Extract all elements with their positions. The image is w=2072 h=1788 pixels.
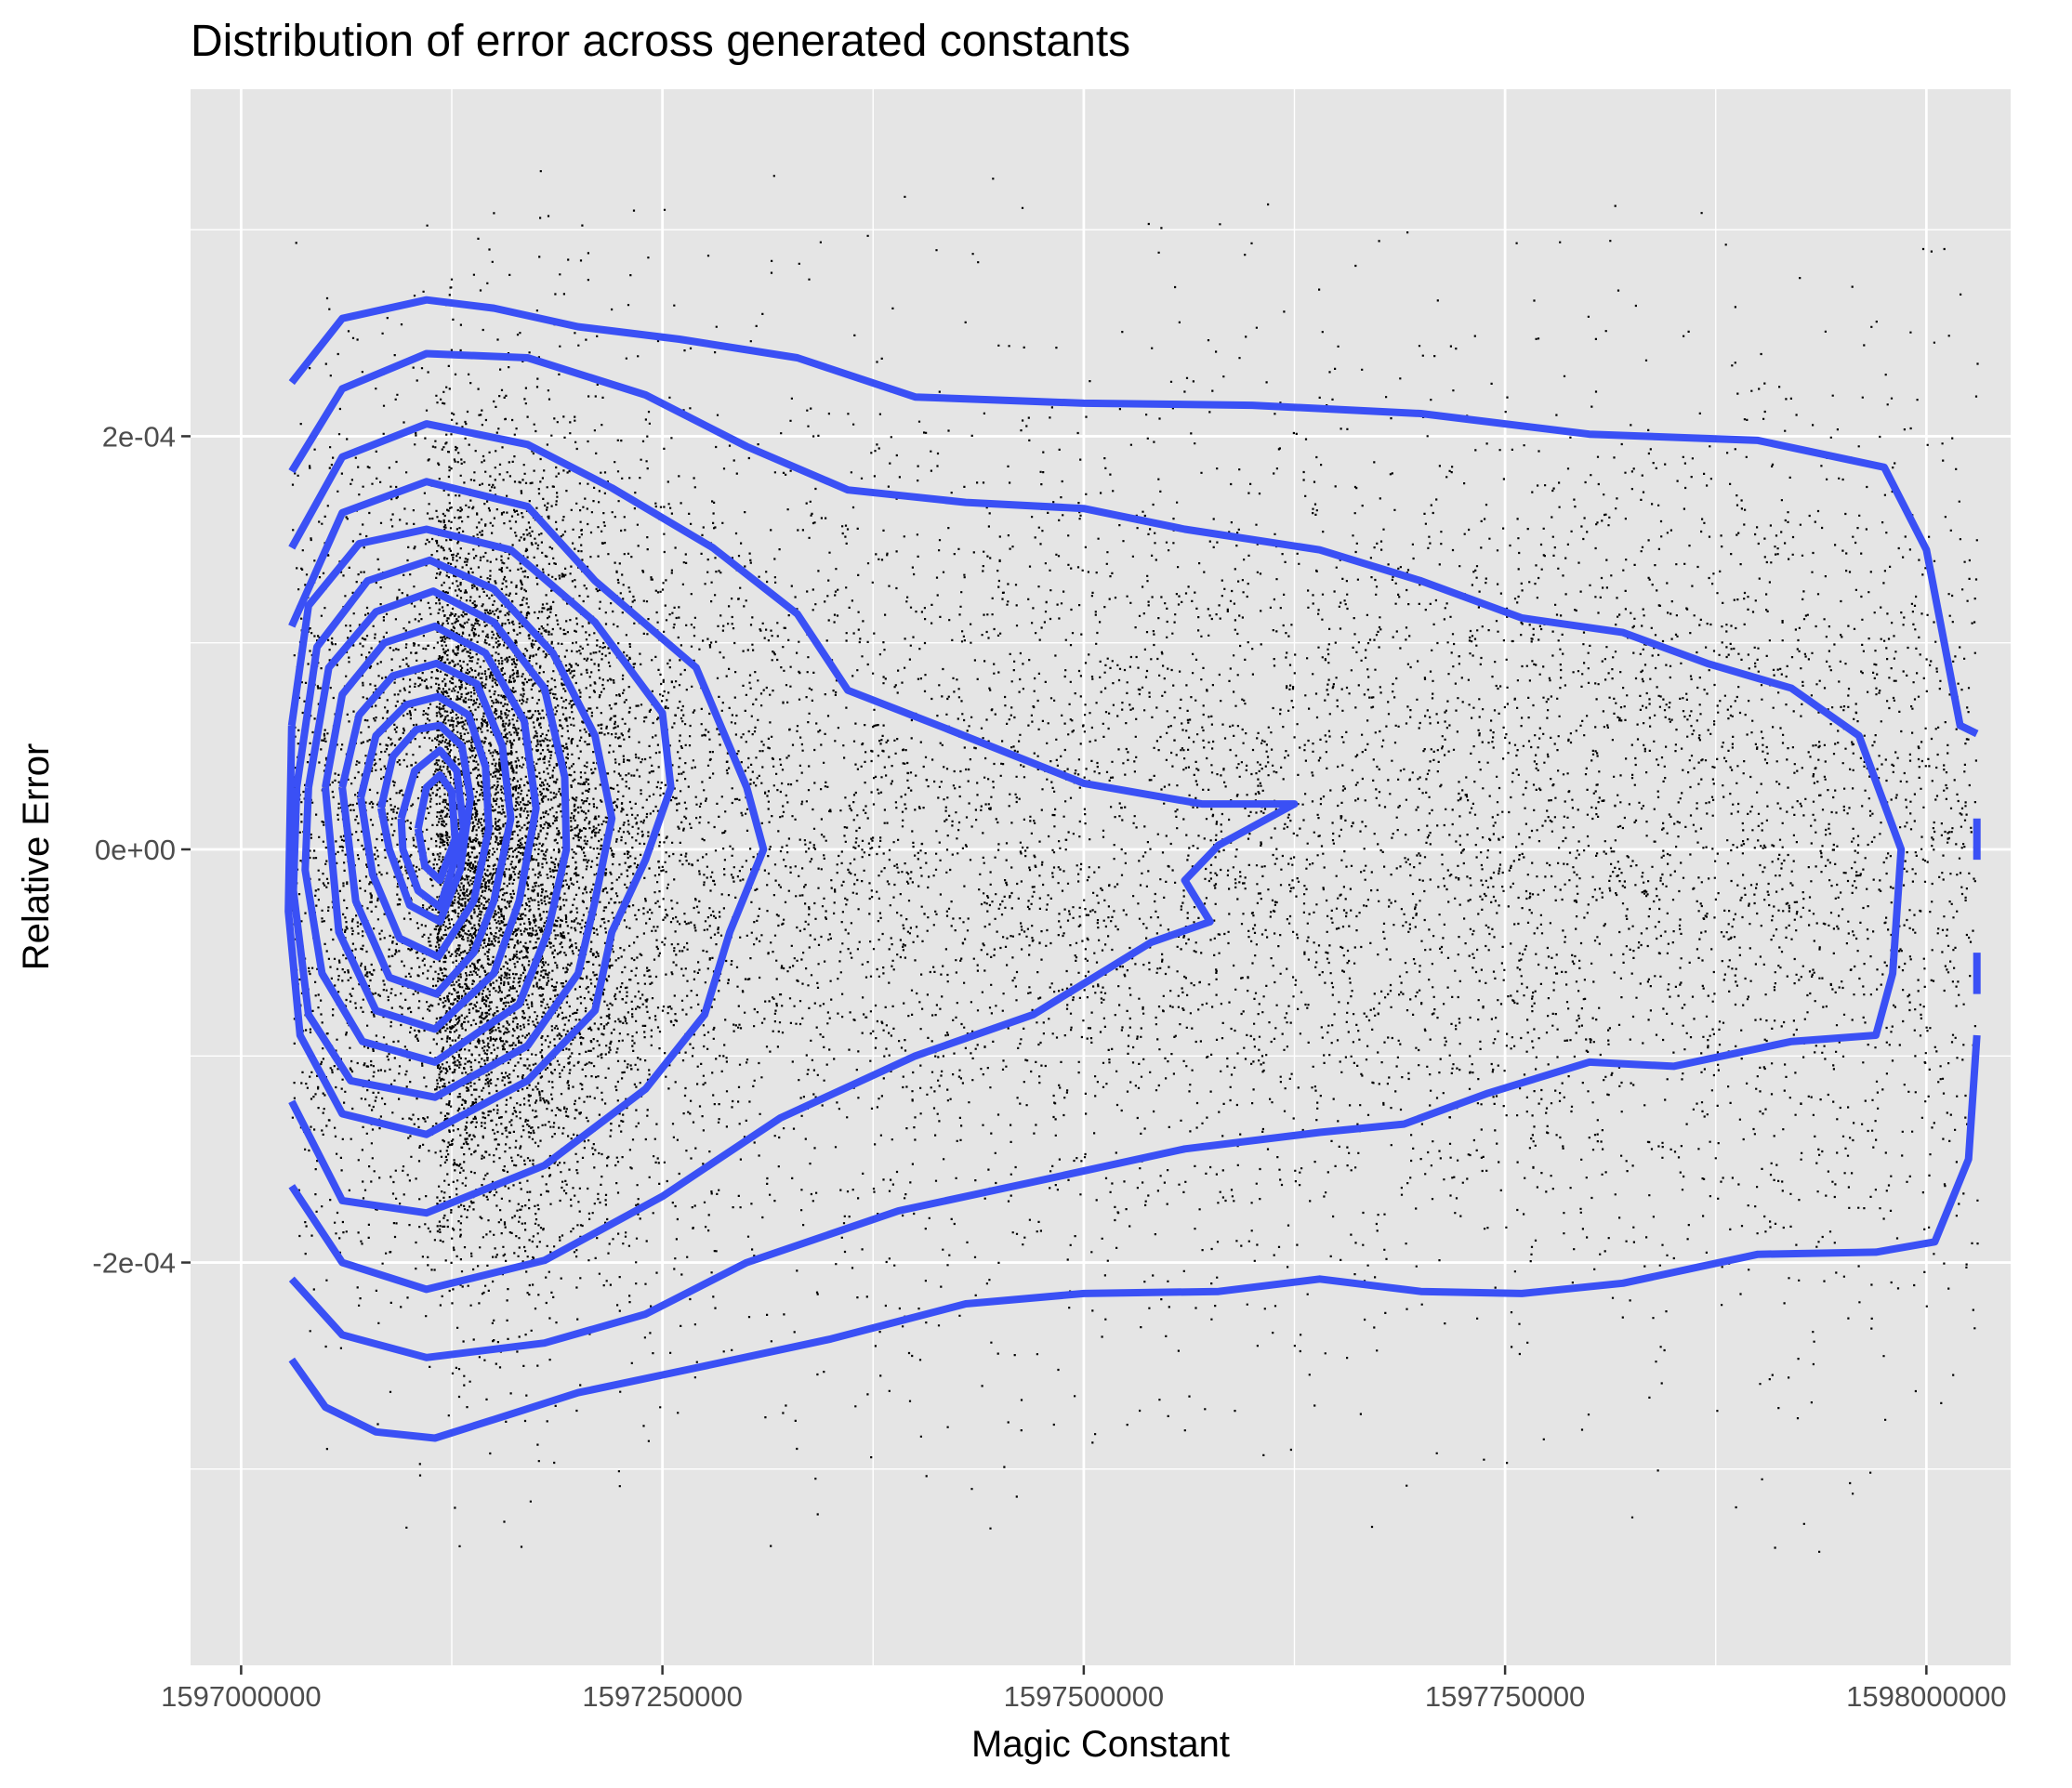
chart-title: Distribution of error across generated c… bbox=[191, 17, 1130, 66]
x-axis-title: Magic Constant bbox=[971, 1724, 1230, 1765]
contour-level-11 bbox=[376, 721, 474, 926]
y-tick-label: 0e+00 bbox=[95, 834, 176, 866]
y-tick-label: -2e-04 bbox=[92, 1247, 176, 1280]
contour-level-12 bbox=[397, 746, 468, 912]
contour-level-6 bbox=[289, 556, 616, 1101]
plot-panel bbox=[191, 89, 2011, 1665]
contour-level-1 bbox=[288, 296, 1979, 738]
contour-level-1 bbox=[288, 1034, 1981, 1442]
contour-level-10 bbox=[357, 692, 493, 961]
y-tick-label: 2e-04 bbox=[102, 420, 176, 453]
x-tick-label: 1597500000 bbox=[1004, 1680, 1164, 1713]
contour-level-5 bbox=[284, 525, 675, 1138]
contour-level-8 bbox=[322, 622, 540, 1033]
x-axis-ticks: 1597000000 1597250000 1597500000 1597750000… bbox=[161, 1665, 2007, 1713]
y-axis-title: Relative Error bbox=[16, 743, 57, 971]
contour-level-9 bbox=[338, 659, 515, 998]
contour-level-4 bbox=[288, 478, 768, 1217]
density-contours bbox=[284, 296, 1981, 1442]
x-tick-label: 1597750000 bbox=[1425, 1680, 1585, 1713]
x-tick-label: 1598000000 bbox=[1846, 1680, 2006, 1713]
contour-level-7 bbox=[301, 587, 571, 1066]
contour-level-13 bbox=[414, 771, 459, 885]
contour-level-3 bbox=[288, 420, 1299, 1294]
y-axis-ticks: -2e-04 0e+00 2e-04 bbox=[92, 420, 191, 1280]
x-tick-label: 1597000000 bbox=[161, 1680, 321, 1713]
x-tick-label: 1597250000 bbox=[582, 1680, 742, 1713]
contour-level-2 bbox=[288, 349, 1906, 1361]
